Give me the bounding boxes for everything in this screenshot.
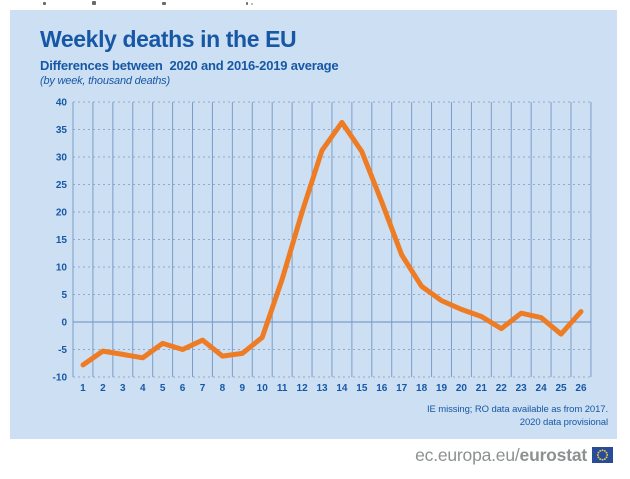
eu-flag-icon xyxy=(592,447,613,463)
eu-flag-star xyxy=(596,454,599,456)
x-tick-label: 8 xyxy=(220,383,226,394)
y-tick-label: 10 xyxy=(56,263,68,274)
y-tick-label: 20 xyxy=(56,208,68,219)
eurostat-branding: ec.europa.eu/eurostat xyxy=(415,444,613,466)
x-tick-label: 9 xyxy=(240,383,246,394)
chart-area: 40 35 30 25 20 15 10 5 0 -5 -10 1 2 3 4 5 6 7 8 9 10 11 12 13 14… xyxy=(35,88,610,403)
x-tick-label: 4 xyxy=(140,383,146,394)
y-tick-label: 15 xyxy=(56,235,68,246)
x-tick-label: 7 xyxy=(200,383,206,394)
chart-footnote: IE missing; RO data available as from 20… xyxy=(427,403,608,429)
eu-flag-star xyxy=(599,449,602,452)
x-tick-label: 25 xyxy=(555,383,567,394)
x-tick-label: 22 xyxy=(496,383,508,394)
x-tick-label: 23 xyxy=(516,383,528,394)
chart-subtitle: Differences between 2020 and 2016-2019 a… xyxy=(40,58,339,74)
x-tick-label: 15 xyxy=(356,383,368,394)
eu-flag-star xyxy=(599,458,602,461)
footnote-line-1: IE missing; RO data available as from 20… xyxy=(426,404,608,415)
x-tick-label: 5 xyxy=(160,383,166,394)
eu-flag-star xyxy=(597,451,600,454)
eurostat-url: ec.europa.eu/eurostat xyxy=(415,445,587,466)
eu-flag-star xyxy=(597,456,600,459)
y-tick-label: -5 xyxy=(58,345,67,356)
eu-flag-stars xyxy=(596,449,609,461)
x-tick-label: 2 xyxy=(100,383,106,394)
x-tick-label: 24 xyxy=(536,383,548,394)
x-tick-label: 13 xyxy=(316,383,328,394)
eurostat-url-prefix: ec.europa.eu/ xyxy=(415,444,520,465)
x-tick-label: 17 xyxy=(396,383,408,394)
eurostat-url-bold: eurostat xyxy=(519,444,588,465)
eu-flag-star xyxy=(603,458,606,461)
chart-title: Weekly deaths in the EU xyxy=(40,26,297,52)
x-tick-label: 18 xyxy=(416,383,428,394)
x-tick-label: 1 xyxy=(80,383,86,394)
y-tick-label: 5 xyxy=(61,290,67,301)
eu-flag-star xyxy=(606,454,609,456)
x-tick-label: 10 xyxy=(257,383,269,394)
eu-flag-star xyxy=(603,449,606,452)
data-series-line xyxy=(80,119,584,368)
y-tick-label: -10 xyxy=(53,373,68,384)
eu-flag-star xyxy=(605,451,608,454)
eu-flag-star xyxy=(601,458,604,461)
y-tick-label: 35 xyxy=(56,125,68,136)
y-tick-label: 0 xyxy=(61,318,67,329)
x-tick-label: 20 xyxy=(456,383,468,394)
x-tick-label: 3 xyxy=(120,383,126,394)
chart-panel: Weekly deaths in the EU Differences betw… xyxy=(10,10,617,439)
footnote-line-2: 2020 data provisional xyxy=(519,417,608,428)
y-tick-label: 40 xyxy=(56,98,68,109)
x-tick-label: 19 xyxy=(436,383,448,394)
eu-flag-star xyxy=(605,456,608,459)
chart-unit-note: (by week, thousand deaths) xyxy=(40,75,170,88)
x-tick-label: 21 xyxy=(476,383,488,394)
x-tick-label: 11 xyxy=(277,383,288,394)
x-tick-label: 16 xyxy=(376,383,388,394)
y-tick-label: 25 xyxy=(56,180,68,191)
eu-flag-star xyxy=(601,449,604,452)
x-tick-label: 26 xyxy=(575,383,587,394)
chart-header: Weekly deaths in the EU Differences betw… xyxy=(40,26,339,88)
y-tick-label: 30 xyxy=(56,153,68,164)
x-tick-label: 6 xyxy=(180,383,186,394)
x-tick-label: 14 xyxy=(336,383,348,394)
x-tick-label: 12 xyxy=(297,383,309,394)
